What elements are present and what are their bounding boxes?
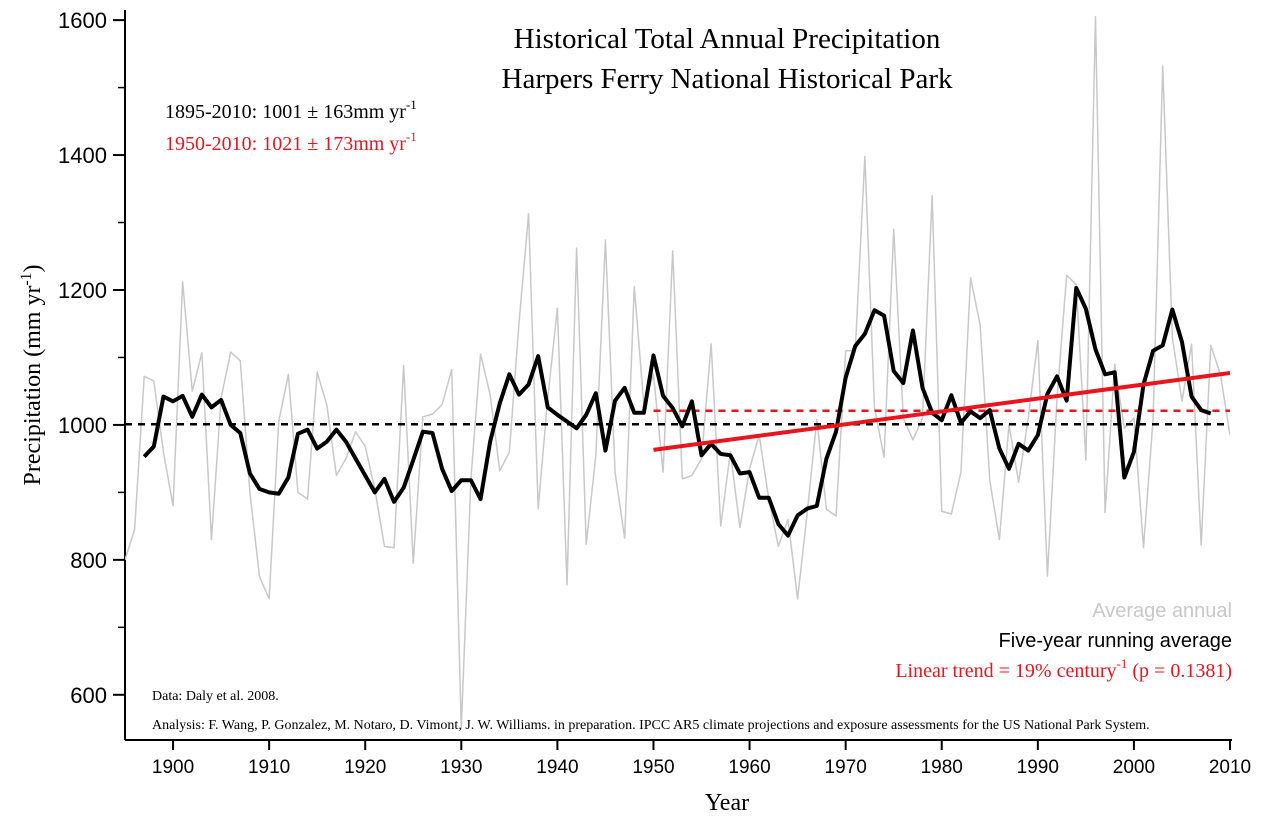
note: Data: Daly et al. 2008.	[152, 689, 279, 704]
x-tick-label: 1950	[632, 757, 674, 778]
text-part: (p = 0.1381)	[1127, 660, 1232, 682]
legend-entry: Five-year running average	[999, 630, 1232, 652]
x-tick-label: 1960	[728, 757, 770, 778]
text-part: Five-year running average	[999, 630, 1232, 652]
x-tick-label: 1920	[344, 757, 386, 778]
x-tick-label: 1940	[536, 757, 578, 778]
text-part: -1	[406, 97, 417, 112]
stat-annotation: 1950-2010: 1021 ± 173mm yr-1	[165, 129, 417, 155]
x-axis-label: Year	[705, 790, 749, 816]
series-line	[142, 285, 1212, 538]
text-part: 1950-2010: 1021 ± 173mm yr	[165, 133, 406, 155]
legend-entry: Linear trend = 19% century-1 (p = 0.1381…	[895, 656, 1232, 682]
y-tick-label: 1000	[58, 413, 107, 438]
x-tick-label: 1900	[152, 757, 194, 778]
stat-annotation: 1895-2010: 1001 ± 163mm yr-1	[165, 97, 417, 123]
y-tick-label: 1400	[58, 143, 107, 168]
y-axis-label: Precipitation (mm yr-1)	[18, 265, 46, 486]
text-part: 1895-2010: 1001 ± 163mm yr	[165, 101, 406, 123]
chart-title: Harpers Ferry National Historical Park	[502, 63, 953, 95]
x-tick-label: 1980	[921, 757, 963, 778]
y-tick-label: 1200	[58, 278, 107, 303]
x-tick-label: 1990	[1017, 757, 1059, 778]
text-part: -1	[406, 129, 417, 144]
text-part: Linear trend = 19% century	[895, 660, 1116, 682]
x-tick-label: 2010	[1209, 757, 1251, 778]
x-tick-label: 1970	[825, 757, 867, 778]
text-part: -1	[1117, 656, 1128, 671]
y-tick-label: 600	[70, 683, 107, 708]
y-tick-label: 800	[70, 548, 107, 573]
text-part: )	[20, 265, 46, 273]
x-tick-label: 2000	[1113, 757, 1155, 778]
text-part: -1	[18, 273, 35, 286]
text-part: Average annual	[1092, 600, 1232, 622]
plot-area	[125, 16, 1230, 730]
x-tick-label: 1930	[440, 757, 482, 778]
series-line	[653, 370, 1230, 452]
series-line	[125, 16, 1230, 730]
text-part: Precipitation (mm yr	[20, 286, 46, 486]
note: Analysis: F. Wang, P. Gonzalez, M. Notar…	[152, 718, 1150, 733]
legend-entry: Average annual	[1092, 600, 1232, 622]
chart-title: Historical Total Annual Precipitation	[514, 23, 941, 55]
y-tick-label: 1600	[58, 8, 107, 33]
x-tick-label: 1910	[248, 757, 290, 778]
